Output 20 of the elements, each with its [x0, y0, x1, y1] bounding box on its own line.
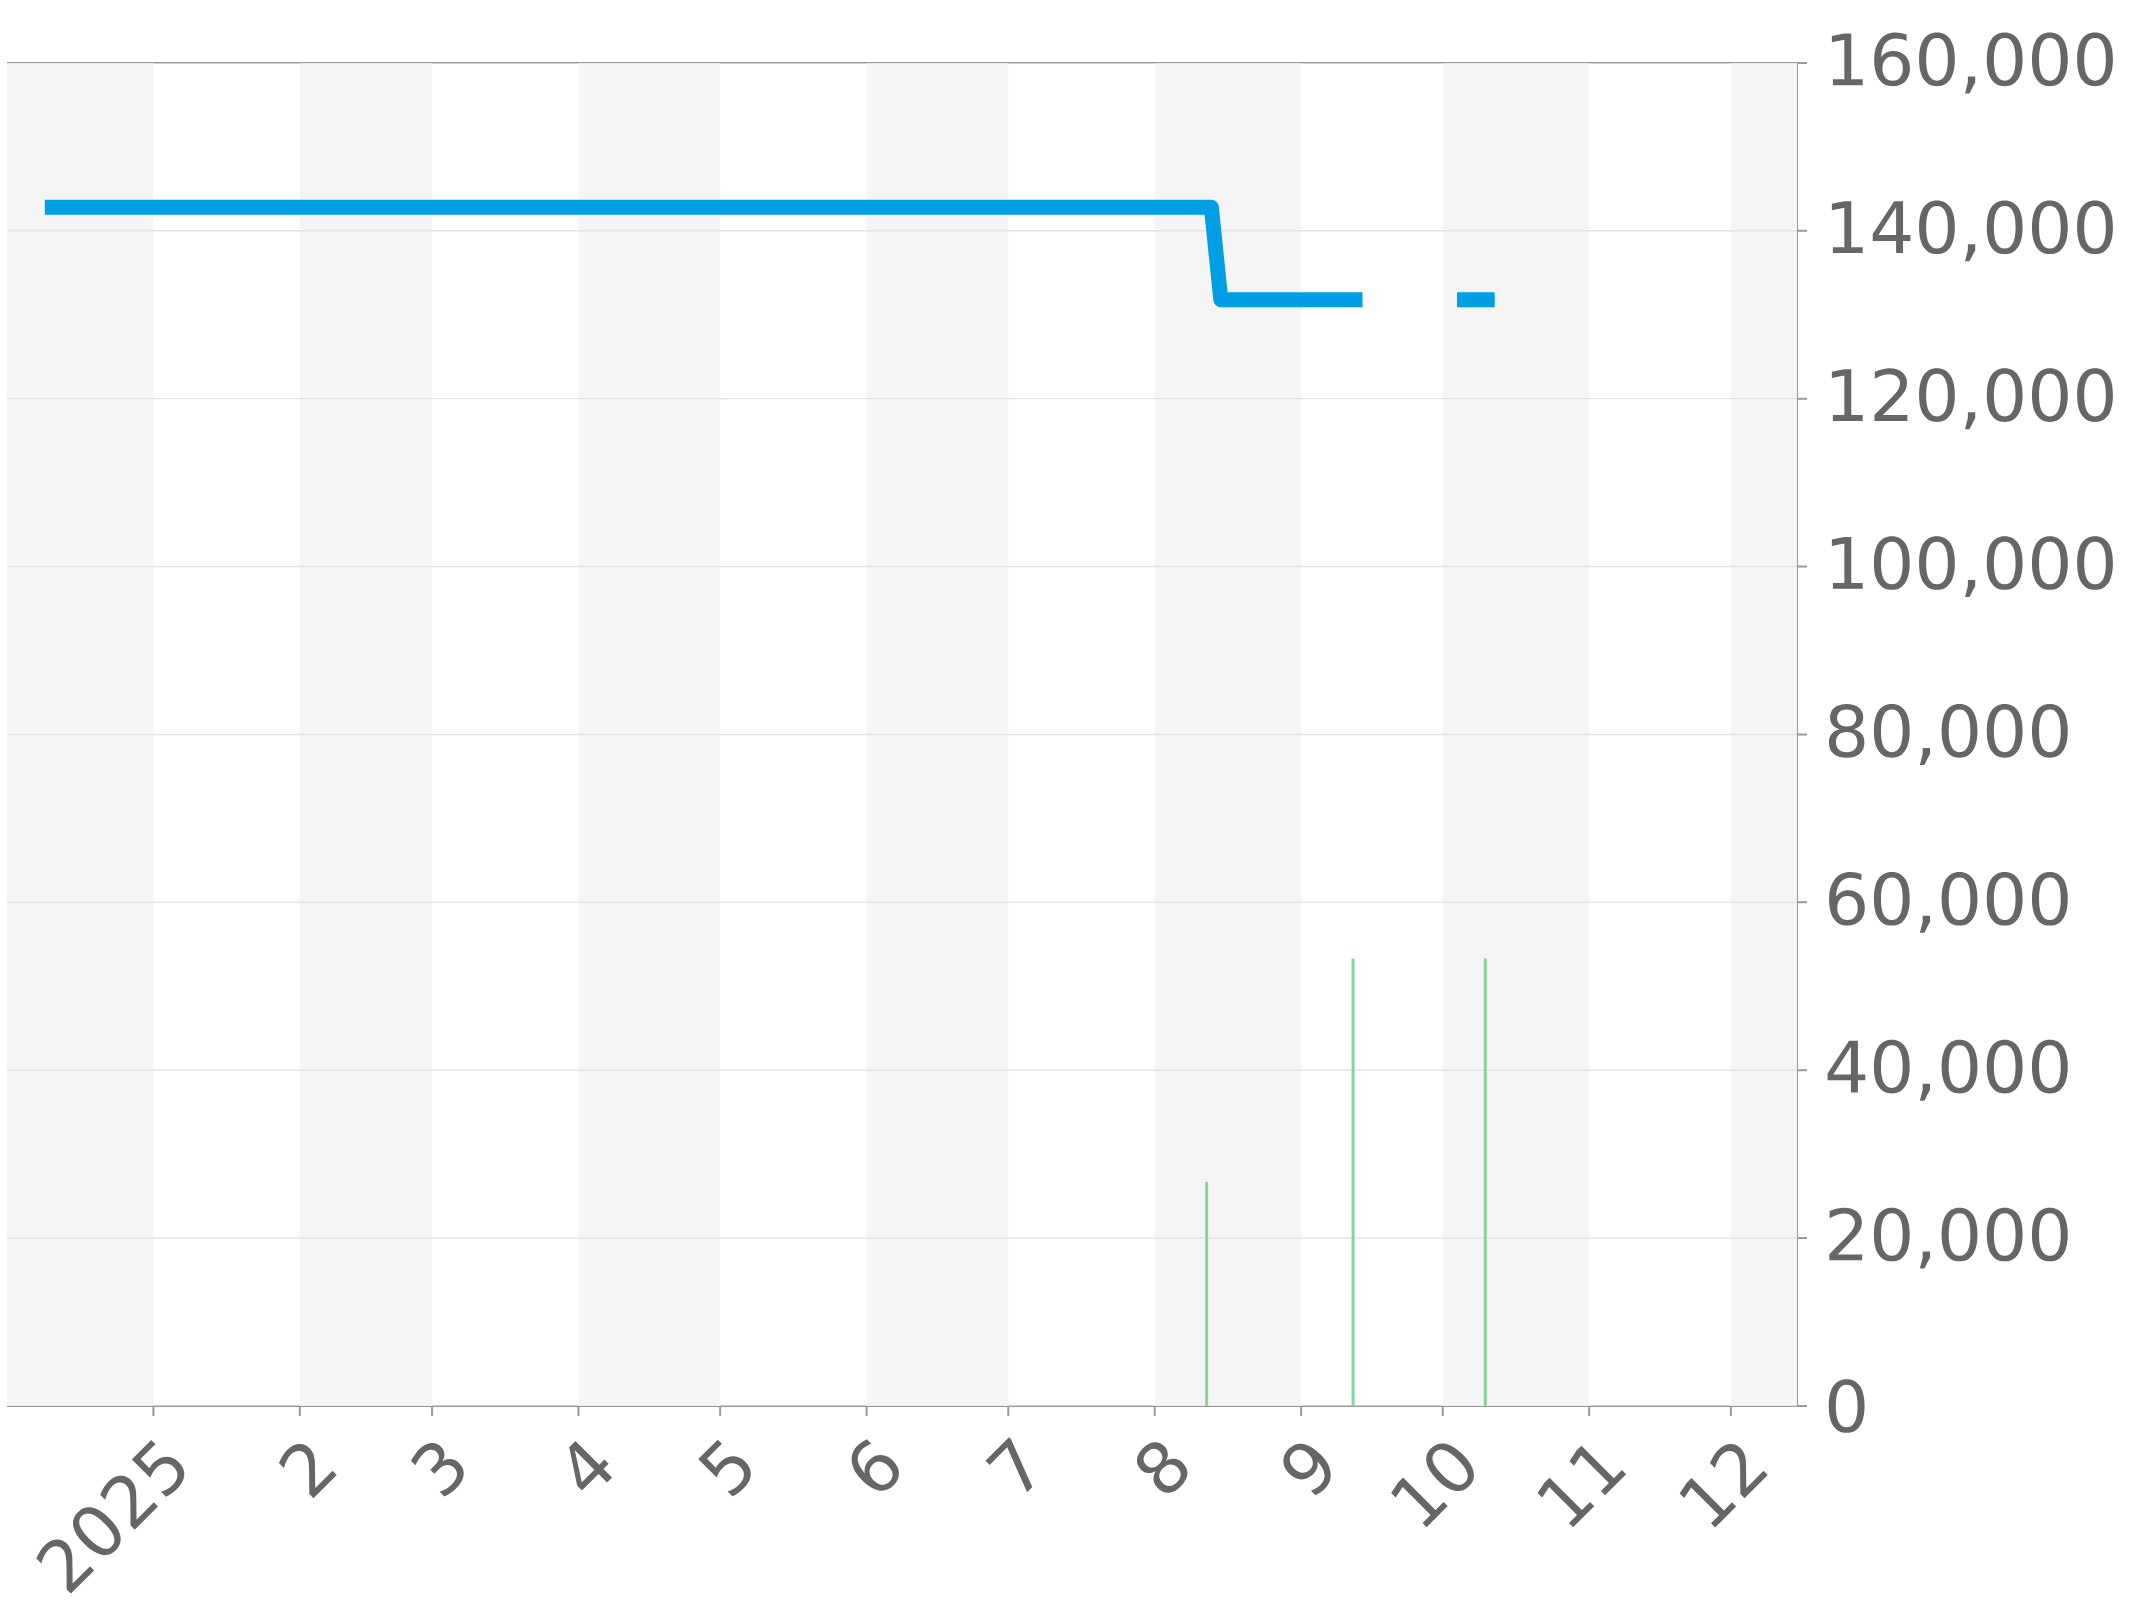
x-tick-label: 3: [410, 1442, 464, 1497]
x-tick-label: 12: [1679, 1444, 1768, 1528]
x-tick-label: 6: [851, 1439, 899, 1491]
x-tick-label: 7: [985, 1437, 1033, 1493]
y-tick-label: 140,000: [1831, 200, 2113, 262]
y-tick-label: 120,000: [1831, 368, 2113, 430]
y-tick-label: 80,000: [1828, 704, 2068, 765]
x-tick-label: 10: [1391, 1443, 1474, 1528]
x-tick-label: 2: [278, 1444, 337, 1499]
x-tick-label: 5: [698, 1439, 751, 1497]
x-tick-label: 4: [569, 1440, 613, 1491]
y-tick-label: 60,000: [1829, 871, 2068, 933]
y-tick-label: 160,000: [1831, 32, 2113, 94]
x-tick-label: 8: [1136, 1442, 1188, 1493]
y-tick-label: 100,000: [1831, 536, 2113, 598]
y-tick-label: 20,000: [1829, 1207, 2068, 1269]
y-tick-label: 40,000: [1827, 1039, 2068, 1101]
y-tick-label: 0: [1828, 1379, 1865, 1433]
x-tick-label: 9: [1283, 1443, 1331, 1496]
x-tick-label: 11: [1537, 1445, 1627, 1528]
